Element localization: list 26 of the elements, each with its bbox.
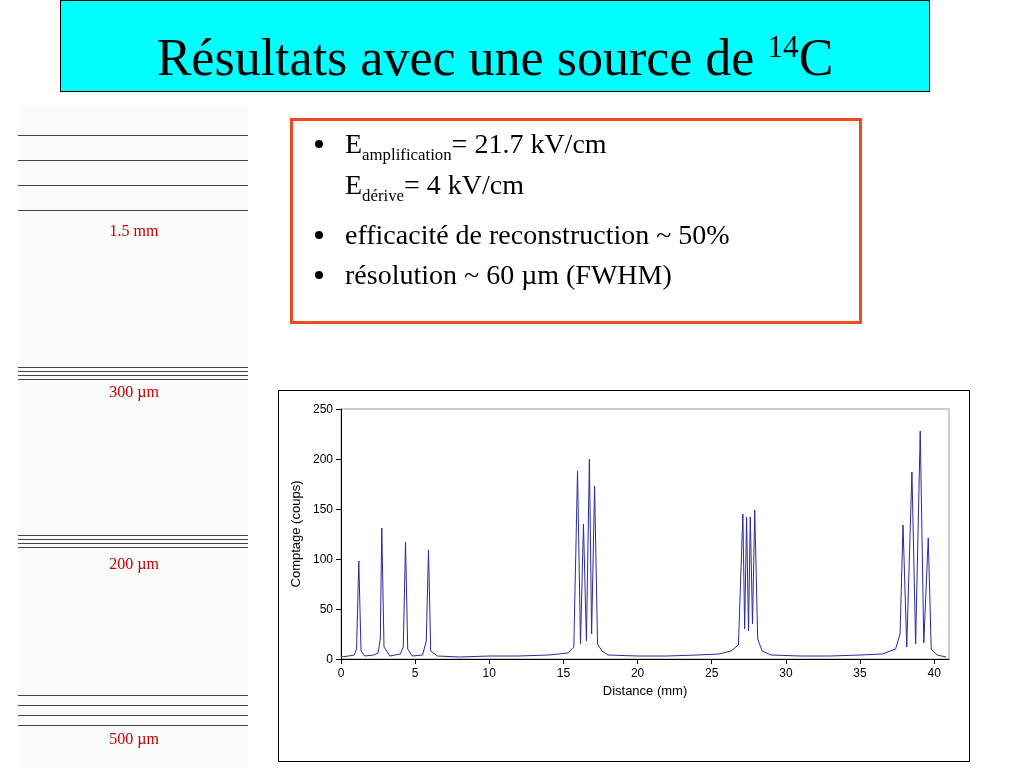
text: 200 µm: [108, 555, 160, 573]
x-tick-label: 40: [927, 666, 942, 680]
y-tick-label: 250: [312, 402, 334, 416]
text: efficacité de reconstruction ~ 50%: [344, 219, 731, 251]
x-tick-label: 25: [705, 666, 719, 680]
x-axis-title: Distance (mm): [602, 682, 688, 698]
y-tick-label: 100: [312, 552, 334, 566]
y-tick-label: 50: [319, 602, 334, 616]
x-tick-label: 35: [853, 666, 868, 680]
y-tick-label: 200: [312, 452, 334, 466]
x-tick-label: 15: [556, 666, 571, 680]
y-axis-title: Comptage (coups): [288, 480, 304, 588]
y-tick-label: 150: [312, 502, 334, 516]
text: 300 µm: [108, 383, 160, 401]
x-tick-label: 20: [630, 666, 645, 680]
x-tick-label: 5: [411, 666, 419, 680]
text: résolution ~ 60 µm (FWHM): [344, 259, 673, 291]
y-tick-label: 0: [326, 652, 334, 666]
x-tick-label: 10: [482, 666, 497, 680]
text: 1.5 mm: [108, 222, 160, 240]
text: E$_{dérive}$= 4 kV/cm: [345, 168, 525, 205]
x-tick-label: 0: [337, 666, 345, 680]
text: 500 µm: [108, 730, 160, 748]
text: E$_{amplification}$= 21.7 kV/cm: [345, 128, 607, 164]
x-tick-label: 30: [779, 666, 793, 680]
chart-title: Résultats avec une source de $^{14}$C: [60, 0, 930, 92]
